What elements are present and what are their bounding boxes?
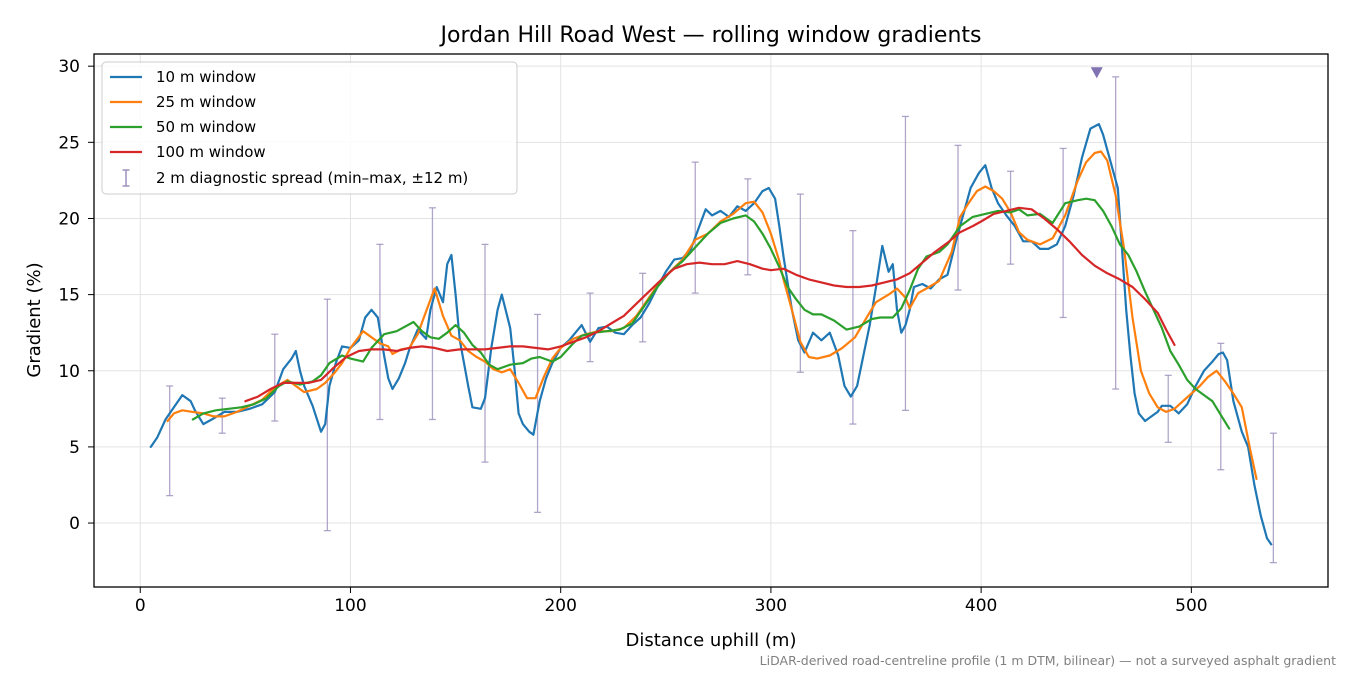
legend-label-25m: 25 m window: [156, 93, 256, 111]
axis-ticks: 0 100 200 300 400 500 0 5 10 15 20 25 30: [58, 57, 1207, 616]
y-tick-label: 20: [58, 209, 80, 229]
error-bar: [691, 161, 699, 294]
error-bar: [428, 207, 436, 421]
error-bar: [1217, 342, 1225, 471]
legend: 10 m window 25 m window 50 m window 100 …: [101, 61, 518, 195]
x-tick-label: 200: [544, 596, 576, 616]
error-bar: [744, 178, 752, 276]
legend-box: [101, 61, 518, 195]
series-line-1: [166, 150, 1258, 480]
error-bar: [481, 243, 489, 463]
y-tick-label: 15: [58, 286, 80, 306]
error-bar: [901, 115, 909, 411]
legend-label-50m: 50 m window: [156, 118, 256, 136]
legend-label-100m: 100 m window: [156, 143, 266, 161]
error-bar: [166, 385, 174, 497]
error-bar: [586, 292, 594, 363]
error-bar: [1164, 374, 1172, 443]
y-tick-label: 5: [69, 438, 80, 458]
error-bar: [1007, 170, 1015, 265]
y-tick-label: 10: [58, 362, 80, 382]
y-axis-label: Gradient (%): [24, 262, 45, 377]
error-bar: [1269, 432, 1277, 564]
plot-frame: [93, 53, 1329, 588]
x-tick-label: 100: [334, 596, 366, 616]
x-tick-label: 500: [1175, 596, 1207, 616]
footnote: LiDAR-derived road-centreline profile (1…: [760, 653, 1336, 668]
series-line-2: [191, 197, 1231, 430]
error-bar: [271, 333, 279, 422]
series-line-0: [149, 123, 1273, 546]
peak-marker: [1090, 67, 1103, 79]
chart-title: Jordan Hill Road West — rolling window g…: [439, 23, 982, 48]
y-tick-label: 0: [69, 514, 80, 534]
legend-label-errorbar: 2 m diagnostic spread (min–max, ±12 m): [156, 169, 468, 187]
series-lines: [149, 123, 1273, 546]
y-tick-label: 25: [58, 133, 80, 153]
y-tick-label: 30: [58, 57, 80, 77]
peak-marker-group: [1090, 67, 1103, 79]
x-axis-label: Distance uphill (m): [626, 630, 797, 651]
legend-swatch-errorbar: [122, 169, 130, 187]
series-line-3: [244, 206, 1176, 403]
x-tick-label: 400: [965, 596, 997, 616]
error-bar: [323, 298, 331, 532]
legend-label-10m: 10 m window: [156, 68, 256, 86]
x-tick-label: 300: [755, 596, 787, 616]
x-tick-label: 0: [135, 596, 146, 616]
error-bar: [954, 144, 962, 291]
